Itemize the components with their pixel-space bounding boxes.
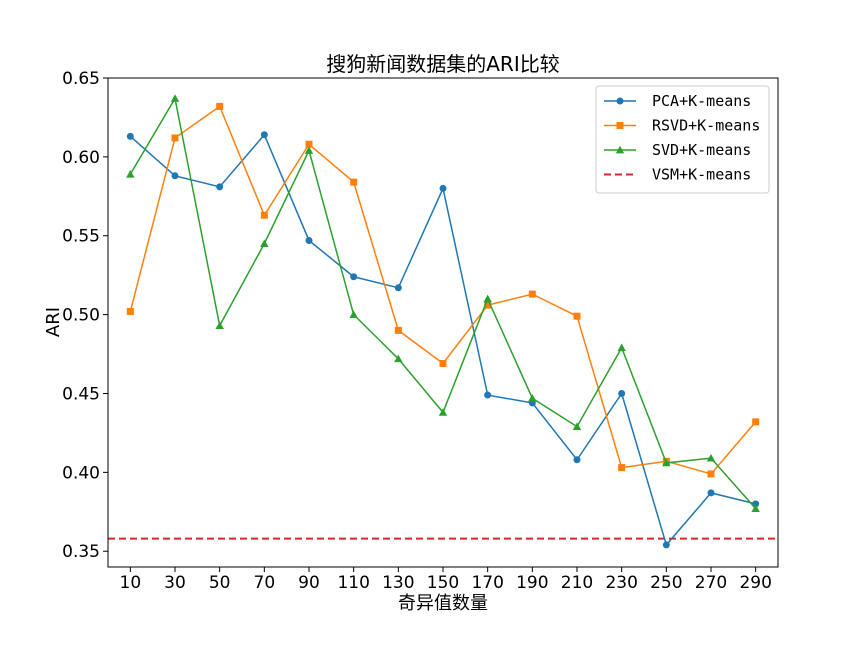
legend-box bbox=[595, 85, 770, 194]
data-point-square bbox=[394, 326, 402, 334]
data-point-triangle bbox=[483, 294, 492, 303]
data-point-square bbox=[618, 464, 626, 472]
x-tick-label: 130 bbox=[382, 573, 414, 593]
data-point-circle bbox=[573, 456, 581, 464]
data-point-circle bbox=[618, 389, 626, 397]
data-point-circle bbox=[126, 132, 134, 140]
data-point-triangle bbox=[572, 422, 582, 430]
data-point-square bbox=[126, 307, 134, 315]
data-point-square bbox=[573, 312, 581, 320]
data-point-triangle bbox=[662, 458, 671, 467]
y-axis-ticks: 0.35 0.40 0.45 0.50 0.55 0.60 0.65 bbox=[62, 69, 108, 562]
x-tick-label: 290 bbox=[739, 573, 771, 593]
y-tick-label: 0.40 bbox=[62, 463, 100, 483]
x-tick-label: 110 bbox=[337, 573, 369, 593]
x-tick-label: 170 bbox=[471, 573, 503, 593]
y-tick-label: 0.35 bbox=[62, 542, 100, 562]
legend: PCA+K-means RSVD+K-means SVD+K-means VSM+K-… bbox=[595, 85, 770, 194]
data-point-triangle bbox=[304, 146, 314, 154]
x-tick-label: 50 bbox=[209, 573, 231, 593]
data-point-triangle bbox=[260, 239, 269, 247]
plot-frame bbox=[107, 77, 779, 568]
x-tick-label: 210 bbox=[561, 573, 593, 593]
data-point-triangle bbox=[706, 453, 716, 462]
data-point-triangle bbox=[394, 354, 403, 363]
data-point-circle bbox=[484, 391, 492, 399]
data-point-square bbox=[305, 140, 313, 148]
data-point-circle bbox=[171, 172, 179, 180]
data-point-circle bbox=[616, 97, 624, 105]
x-tick-label: 30 bbox=[164, 573, 186, 593]
x-tick-label: 150 bbox=[427, 573, 459, 593]
data-point-square bbox=[616, 122, 624, 129]
x-tick-label: 70 bbox=[254, 573, 276, 593]
y-tick-label: 0.55 bbox=[62, 227, 100, 247]
chart-title: 搜狗新闻数据集的ARI比较 bbox=[326, 52, 559, 76]
data-point-triangle bbox=[126, 170, 135, 178]
data-point-triangle bbox=[215, 321, 224, 330]
x-tick-label: 230 bbox=[605, 573, 637, 593]
data-point-circle bbox=[707, 489, 715, 497]
data-point-square bbox=[439, 360, 447, 368]
data-point-circle bbox=[350, 273, 358, 281]
data-point-circle bbox=[216, 183, 224, 191]
data-point-square bbox=[528, 290, 536, 298]
series-layer bbox=[108, 94, 778, 549]
data-point-square bbox=[350, 178, 358, 186]
x-tick-label: 10 bbox=[120, 573, 142, 593]
data-point-triangle bbox=[615, 145, 625, 154]
x-tick-label: 190 bbox=[516, 573, 548, 593]
data-point-circle bbox=[439, 184, 447, 192]
legend-label: PCA+K-means bbox=[652, 92, 751, 110]
series-svd-k-means bbox=[126, 94, 760, 512]
y-tick-label: 0.65 bbox=[62, 69, 100, 89]
data-point-triangle bbox=[528, 394, 537, 402]
data-point-circle bbox=[394, 284, 402, 292]
data-point-circle bbox=[305, 236, 313, 244]
y-tick-label: 0.50 bbox=[62, 306, 100, 326]
data-point-circle bbox=[260, 131, 268, 139]
y-tick-label: 0.45 bbox=[62, 384, 100, 404]
x-tick-label: 270 bbox=[695, 573, 727, 593]
legend-label: SVD+K-means bbox=[652, 141, 751, 159]
data-point-triangle bbox=[751, 504, 760, 512]
series-pca-k-means bbox=[126, 131, 760, 549]
data-point-triangle bbox=[438, 408, 448, 416]
y-tick-label: 0.60 bbox=[62, 148, 100, 168]
data-point-square bbox=[216, 102, 224, 110]
data-point-circle bbox=[662, 541, 670, 549]
data-point-square bbox=[707, 470, 715, 478]
legend-label: RSVD+K-means bbox=[652, 117, 760, 135]
y-axis-title: ARI bbox=[43, 307, 64, 337]
data-point-triangle bbox=[617, 343, 626, 352]
data-point-triangle bbox=[349, 310, 358, 318]
data-point-square bbox=[260, 211, 268, 219]
data-point-square bbox=[171, 134, 179, 142]
data-point-square bbox=[752, 418, 760, 426]
x-tick-label: 250 bbox=[650, 573, 682, 593]
data-point-triangle bbox=[170, 94, 180, 102]
data-point-square bbox=[484, 301, 492, 309]
legend-label: VSM+K-means bbox=[652, 166, 751, 184]
x-axis-ticks: 10 30 50 70 90 110 130 150 170 190 210 230 250 270 290 bbox=[120, 567, 772, 593]
x-axis-title: 奇异值数量 bbox=[398, 593, 488, 614]
x-tick-label: 90 bbox=[298, 573, 320, 593]
